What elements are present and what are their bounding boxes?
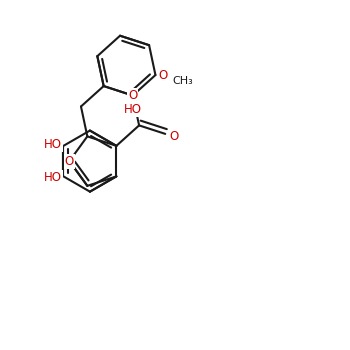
Text: O: O — [128, 89, 137, 102]
Text: CH₃: CH₃ — [173, 76, 194, 86]
Text: HO: HO — [124, 103, 142, 116]
Text: HO: HO — [44, 171, 62, 184]
Text: HO: HO — [44, 139, 62, 152]
Text: O: O — [65, 155, 74, 168]
Text: O: O — [169, 130, 178, 143]
Text: O: O — [158, 69, 167, 82]
